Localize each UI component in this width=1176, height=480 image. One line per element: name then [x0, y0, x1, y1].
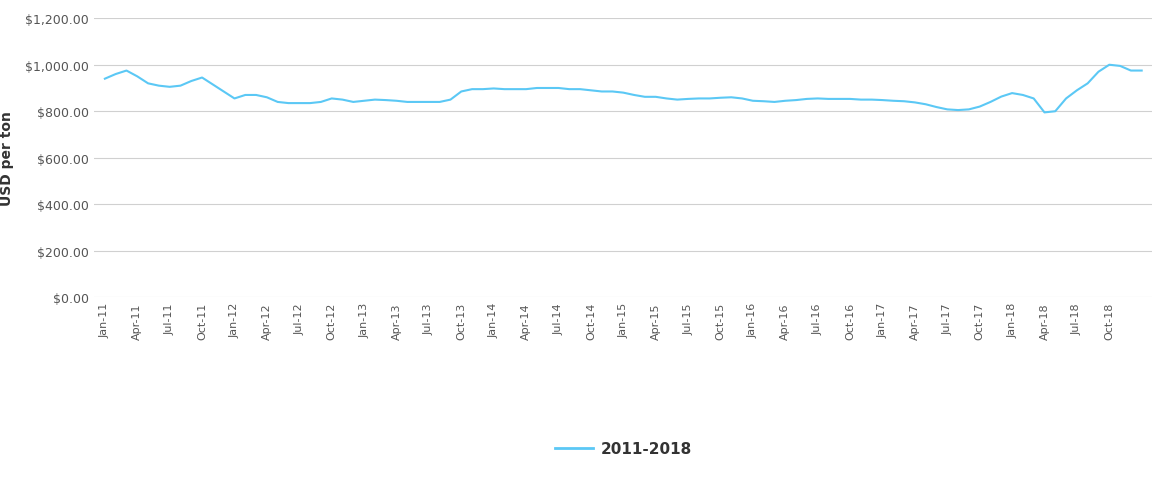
2011-2018 [131, 74, 145, 80]
2011-2018 [98, 77, 112, 83]
2011-2018 [897, 99, 911, 105]
Line: 2011-2018: 2011-2018 [105, 66, 1142, 113]
2011-2018 [691, 96, 706, 102]
2011-2018 [1037, 110, 1051, 116]
2011-2018 [173, 84, 187, 89]
2011-2018 [1135, 69, 1149, 74]
2011-2018 [368, 97, 382, 103]
2011-2018 [616, 91, 630, 96]
Legend: 2011-2018: 2011-2018 [549, 435, 697, 463]
2011-2018 [1102, 63, 1116, 69]
Y-axis label: USD per ton: USD per ton [0, 111, 14, 206]
